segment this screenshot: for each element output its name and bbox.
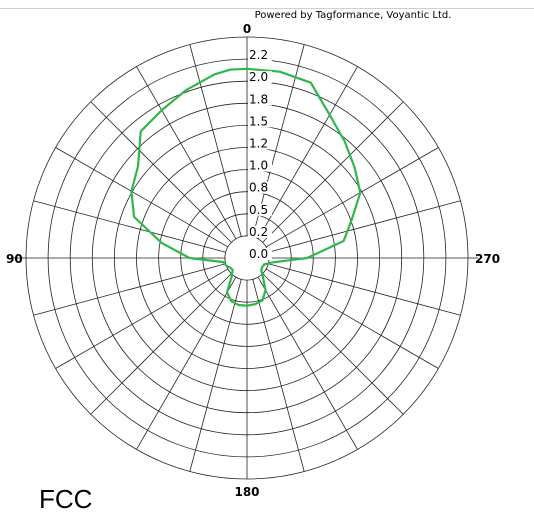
grid-spoke	[268, 263, 461, 316]
radial-tick-label: 0.5	[249, 203, 268, 217]
radial-tick-label: 2.2	[249, 48, 268, 62]
credit-text: Powered by Tagformance, Voyantic Ltd.	[255, 10, 452, 21]
series-layer	[130, 67, 362, 307]
grid-spoke	[265, 268, 439, 369]
polar-grid	[12, 36, 478, 480]
grid-spoke	[262, 273, 404, 415]
tick-label-background	[248, 159, 272, 172]
tick-label-background	[248, 71, 272, 84]
tick-label-background	[248, 49, 272, 62]
series-line	[130, 67, 362, 307]
radial-tick-label: 0.8	[249, 181, 268, 195]
angle-label-0: 0	[243, 22, 251, 36]
grid-spoke	[136, 276, 237, 450]
grid-spoke	[33, 263, 226, 316]
grid-spoke	[268, 200, 461, 253]
tick-label-background	[248, 93, 272, 106]
grid-spoke	[262, 101, 404, 243]
radial-tick-labels: 0.0 0.2 0.5 0.8 1.0 1.2 1.5 1.8 2.0 2.2	[248, 48, 272, 261]
tick-label-background	[248, 248, 272, 260]
tick-label-background	[248, 225, 272, 238]
grid-spoke	[55, 268, 229, 369]
grid-spoke	[257, 276, 358, 450]
angle-label-180: 180	[234, 485, 259, 499]
tick-label-background	[248, 137, 272, 150]
grid-spoke	[189, 44, 242, 237]
angle-labels: 0 90 180 270	[6, 22, 500, 499]
radial-tick-label: 1.2	[249, 137, 268, 151]
radial-tick-label: 0.2	[249, 225, 268, 239]
angle-label-270: 270	[475, 252, 500, 266]
grid-spoke	[55, 147, 229, 248]
grid-spoke	[90, 273, 232, 415]
radial-tick-label: 0.0	[249, 247, 268, 261]
fcc-label: FCC	[39, 484, 93, 514]
grid-spoke	[189, 279, 242, 472]
angle-label-90: 90	[6, 252, 23, 266]
grid-spoke	[257, 66, 358, 240]
grid-spoke	[136, 66, 237, 240]
grid-spoke	[90, 101, 232, 243]
radial-tick-label: 1.0	[249, 159, 268, 173]
grid-spoke	[33, 200, 226, 253]
tick-label-background	[248, 115, 272, 128]
radial-tick-label: 2.0	[249, 70, 268, 84]
radial-tick-label: 1.5	[249, 114, 268, 128]
tick-label-background	[248, 181, 272, 194]
grid-spoke	[252, 279, 305, 472]
radial-tick-label: 1.8	[249, 92, 268, 106]
grid-spoke	[265, 147, 439, 248]
tick-label-background	[248, 203, 272, 216]
